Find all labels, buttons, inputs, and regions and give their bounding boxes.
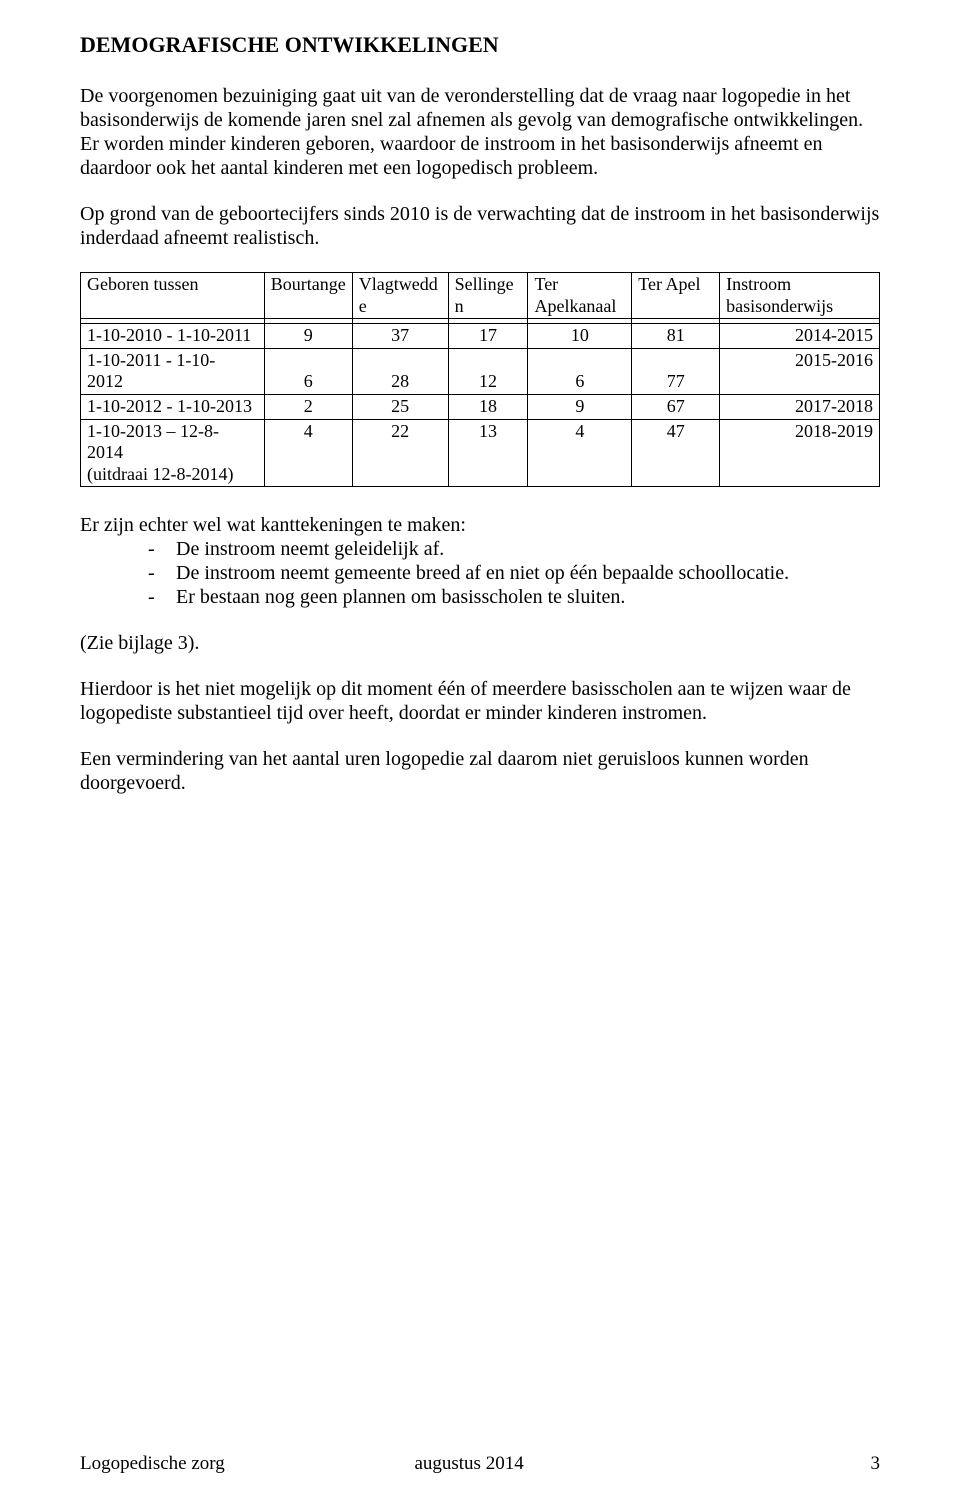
cell: 2018-2019 — [720, 419, 880, 487]
cell: 77 — [632, 348, 720, 394]
table-row: 1-10-2011 - 1-10-2012 6 28 12 6 77 2015-… — [81, 348, 880, 394]
paragraph-4: (Zie bijlage 3). — [80, 631, 880, 655]
cell: 1-10-2012 - 1-10-2013 — [81, 394, 265, 419]
cell: 9 — [528, 394, 632, 419]
paragraph-6: Een vermindering van het aantal uren log… — [80, 747, 880, 795]
header-terapelkanaal: TerApelkanaal — [528, 273, 632, 319]
header-instroom: Instroombasisonderwijs — [720, 273, 880, 319]
cell: 37 — [352, 324, 448, 349]
header-vlagtwedde: Vlagtwedde — [352, 273, 448, 319]
list-item: De instroom neemt gemeente breed af en n… — [148, 561, 880, 585]
cell: 6 — [264, 348, 352, 394]
paragraph-5: Hierdoor is het niet mogelijk op dit mom… — [80, 677, 880, 725]
paragraph-1: De voorgenomen bezuiniging gaat uit van … — [80, 84, 880, 180]
header-bourtange: Bourtange — [264, 273, 352, 319]
cell: 13 — [448, 419, 528, 487]
cell: 25 — [352, 394, 448, 419]
cell: 17 — [448, 324, 528, 349]
table-row: 1-10-2010 - 1-10-2011 9 37 17 10 81 2014… — [81, 324, 880, 349]
footer-page-number: 3 — [871, 1453, 881, 1475]
table-row: 1-10-2012 - 1-10-2013 2 25 18 9 67 2017-… — [81, 394, 880, 419]
cell: 1-10-2011 - 1-10-2012 — [81, 348, 265, 394]
page-footer: Logopedische zorg augustus 2014 3 — [80, 1453, 880, 1475]
table-row: 1-10-2013 – 12-8-2014(uitdraai 12-8-2014… — [81, 419, 880, 487]
header-geboren: Geboren tussen — [81, 273, 265, 319]
header-sellingen: Sellingen — [448, 273, 528, 319]
cell: 4 — [528, 419, 632, 487]
cell: 47 — [632, 419, 720, 487]
cell: 12 — [448, 348, 528, 394]
cell: 28 — [352, 348, 448, 394]
cell: 1-10-2010 - 1-10-2011 — [81, 324, 265, 349]
bullet-list: De instroom neemt geleidelijk af. De ins… — [80, 537, 880, 609]
footer-left: Logopedische zorg — [80, 1453, 225, 1475]
demographics-table: Geboren tussen Bourtange Vlagtwedde Sell… — [80, 272, 880, 487]
list-item: Er bestaan nog geen plannen om basisscho… — [148, 585, 880, 609]
cell: 10 — [528, 324, 632, 349]
cell: 6 — [528, 348, 632, 394]
document-page: DEMOGRAFISCHE ONTWIKKELINGEN De voorgeno… — [0, 0, 960, 1505]
paragraph-2: Op grond van de geboortecijfers sinds 20… — [80, 202, 880, 250]
cell: 2017-2018 — [720, 394, 880, 419]
cell: 1-10-2013 – 12-8-2014(uitdraai 12-8-2014… — [81, 419, 265, 487]
cell: 2 — [264, 394, 352, 419]
table-header-row: Geboren tussen Bourtange Vlagtwedde Sell… — [81, 273, 880, 319]
cell: 67 — [632, 394, 720, 419]
list-item: De instroom neemt geleidelijk af. — [148, 537, 880, 561]
cell: 22 — [352, 419, 448, 487]
cell: 9 — [264, 324, 352, 349]
cell: 81 — [632, 324, 720, 349]
cell: 2015-2016 — [720, 348, 880, 394]
header-terapel: Ter Apel — [632, 273, 720, 319]
cell: 18 — [448, 394, 528, 419]
cell: 4 — [264, 419, 352, 487]
footer-mid: augustus 2014 — [414, 1453, 523, 1475]
paragraph-3: Er zijn echter wel wat kanttekeningen te… — [80, 513, 880, 537]
page-title: DEMOGRAFISCHE ONTWIKKELINGEN — [80, 32, 880, 58]
cell: 2014-2015 — [720, 324, 880, 349]
